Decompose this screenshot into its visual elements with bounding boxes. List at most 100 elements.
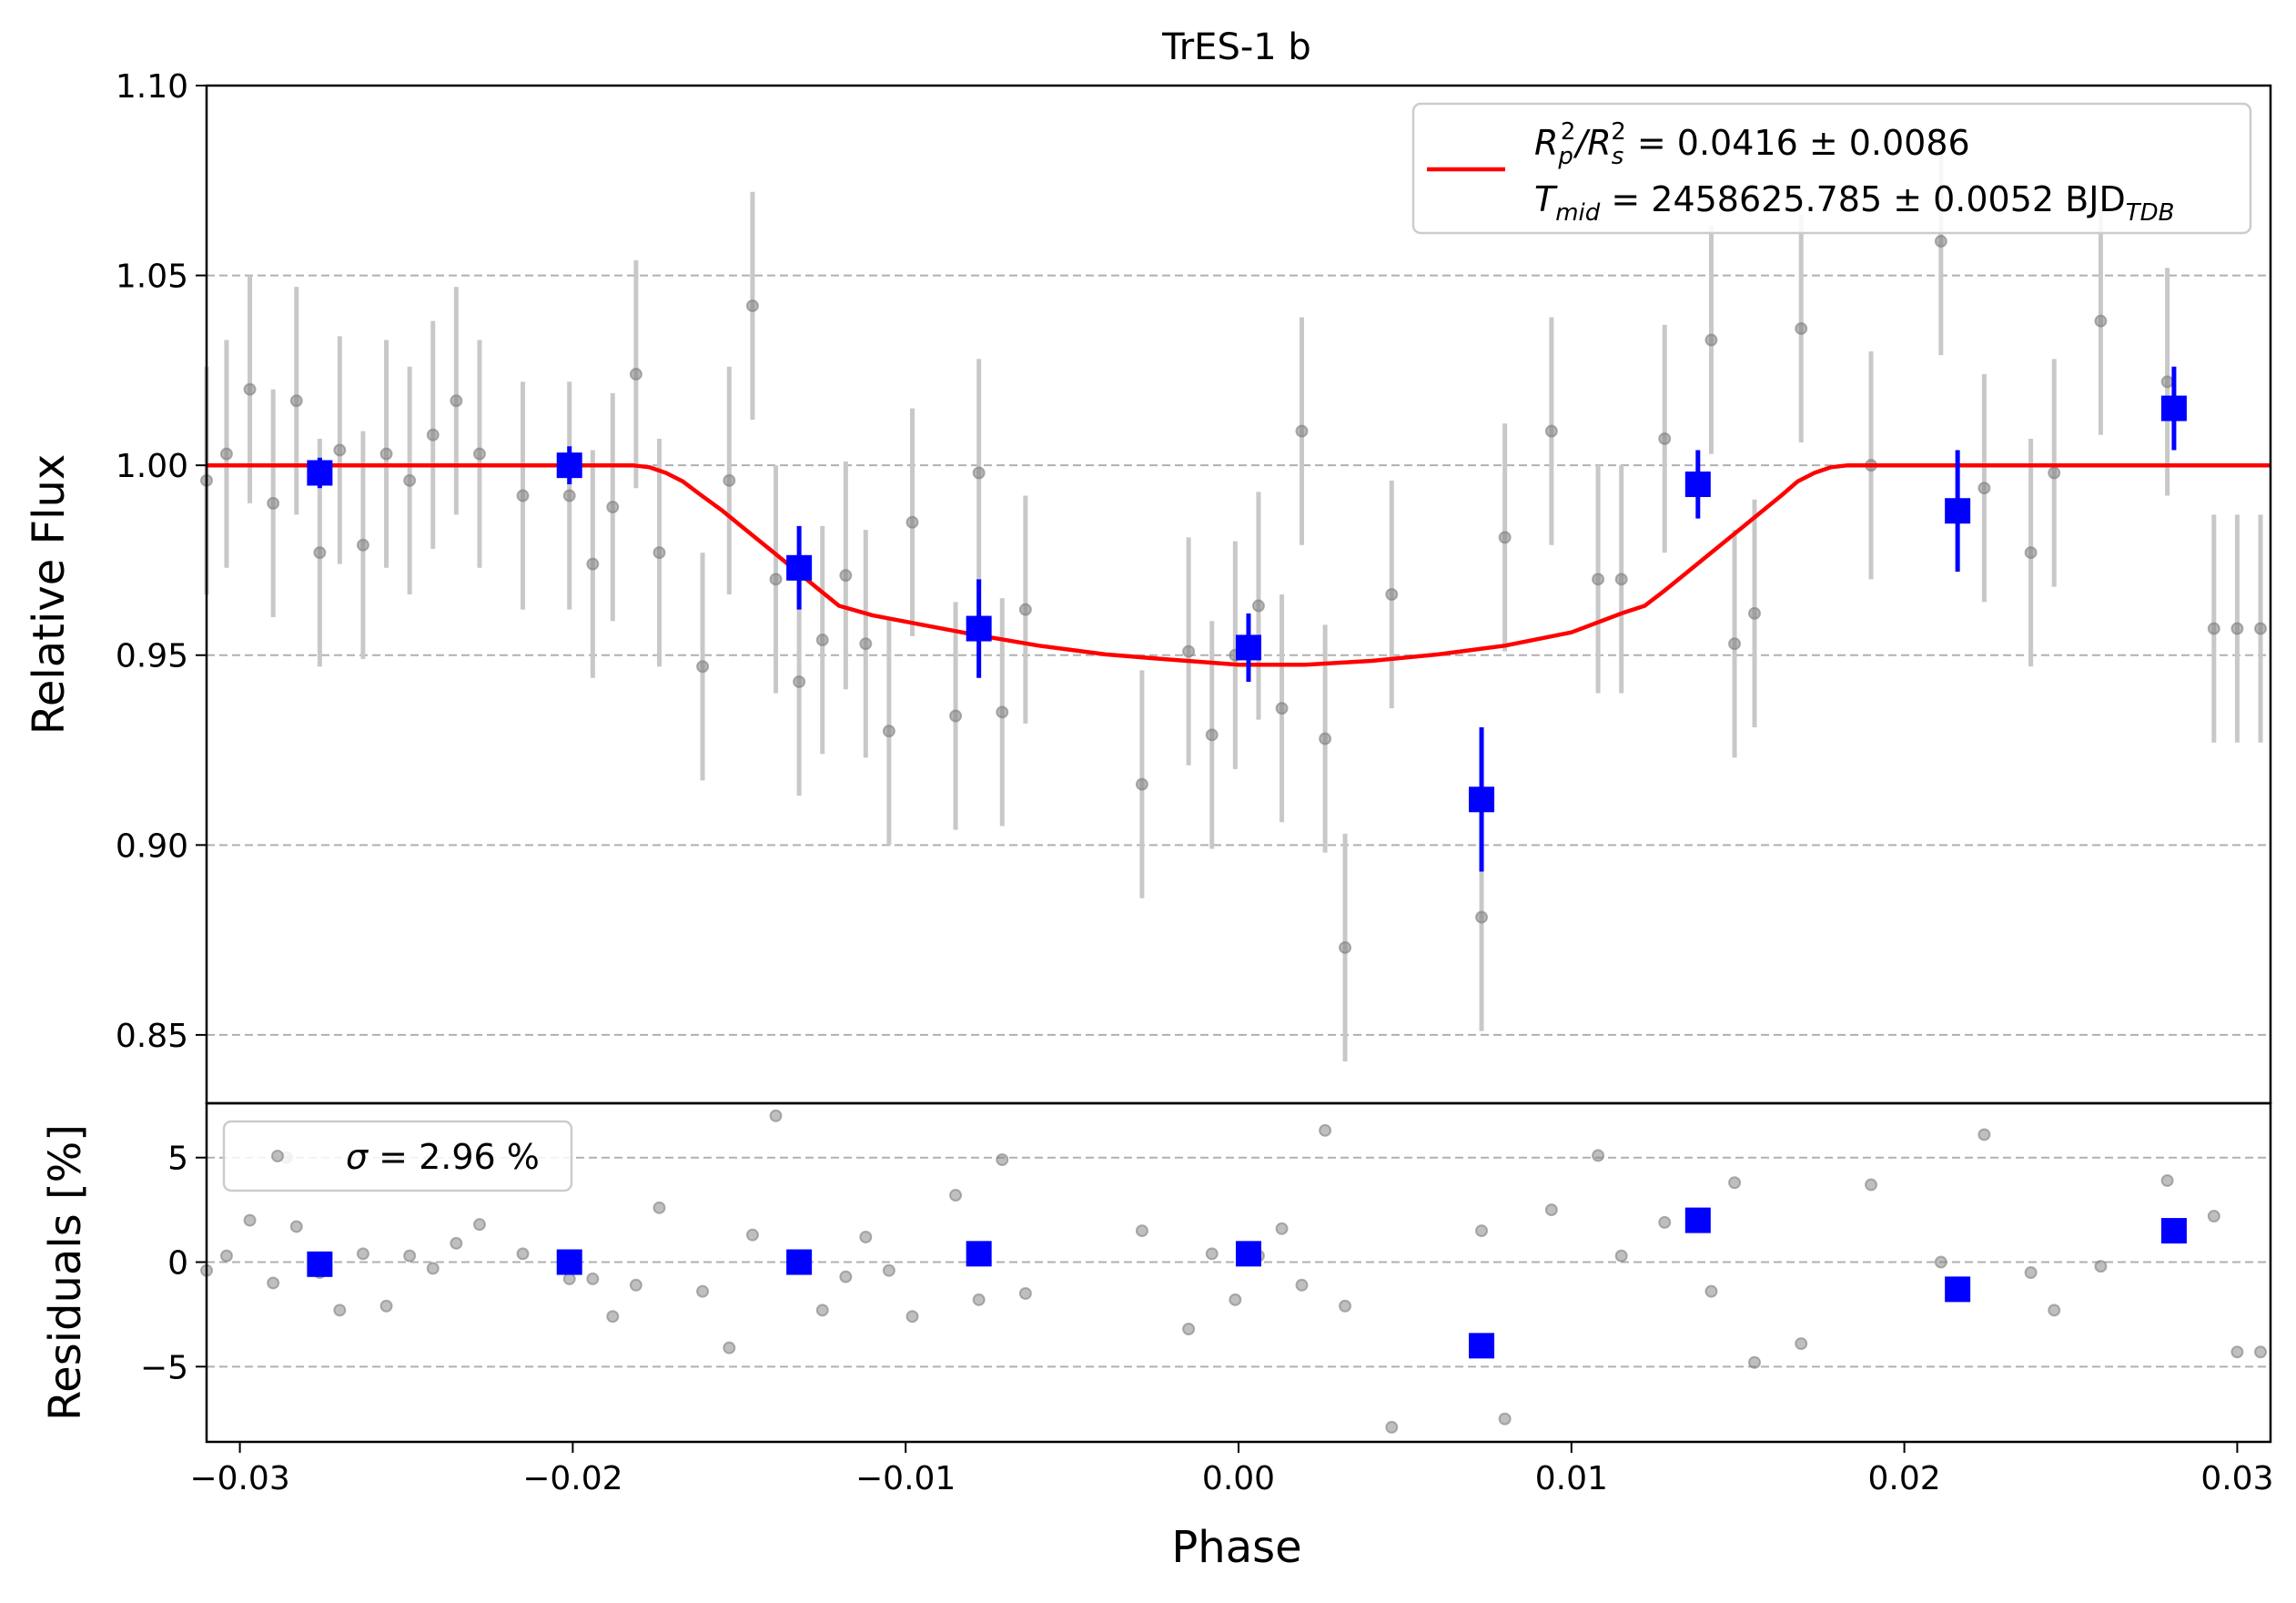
binned-flux-point [2160,395,2187,421]
raw-flux-point [1728,637,1742,651]
top-y-ticks: 0.85 0.90 0.95 1.00 1.05 1.10 [116,68,207,1055]
residual-legend: σ = 2.96 % [222,1120,573,1192]
bottom-y-tick-label: 0 [167,1245,188,1283]
raw-residual-point [1658,1215,1672,1229]
raw-residual-point [2048,1304,2061,1317]
raw-flux-point [1748,606,1761,620]
raw-residual-point [426,1262,440,1275]
residual-legend-marker [271,1150,284,1162]
raw-flux-point [1205,728,1219,742]
raw-residual-point [1205,1247,1219,1261]
bottom-y-tick-label: 5 [167,1141,188,1178]
raw-residual-point [769,1109,783,1122]
raw-residual-point [1135,1224,1148,1238]
binned-flux-point [556,452,582,479]
raw-flux-point [562,489,576,502]
raw-flux-point [1339,940,1352,954]
raw-residual-point [1275,1222,1289,1235]
raw-flux-point [1319,732,1332,746]
top-y-tick-label: 0.95 [116,638,188,675]
raw-residual-point [839,1270,853,1283]
x-tick-label: 0.01 [1535,1460,1608,1497]
raw-residual-point [972,1293,986,1306]
raw-residual-point [1018,1286,1032,1300]
raw-flux-point [2207,622,2220,635]
raw-residual-point [2207,1210,2220,1223]
raw-flux-point [426,428,440,441]
raw-residual-point [289,1220,303,1233]
x-ticks: −0.03 −0.02 −0.01 0.00 0.01 0.02 0.03 [189,1442,2273,1497]
raw-residual-point [882,1263,895,1277]
bottom-y-tick-label: −5 [140,1349,188,1386]
raw-flux-point [1182,644,1196,658]
binned-residual-points [307,1207,2187,1359]
raw-residual-point [1865,1178,1878,1192]
raw-residual-point [629,1278,642,1292]
raw-flux-point [243,382,257,396]
raw-residual-point [723,1341,736,1354]
raw-flux-point [606,501,620,514]
raw-residual-point [1182,1323,1196,1335]
binned-residual-point [1469,1333,1495,1359]
transit-model-curve [207,462,2271,667]
raw-residual-point [1795,1337,1808,1351]
raw-residual-point [745,1228,759,1242]
raw-flux-point [1135,777,1148,791]
raw-flux-point [1614,573,1628,586]
bottom-y-axis-label: Residuals [%] [40,1124,91,1421]
binned-residual-point [786,1249,813,1275]
raw-residual-point [379,1299,393,1313]
raw-flux-point [882,725,895,738]
fit-legend-depth-entry: Rp2/Rs2 = 0.0416 ± 0.0086 [1534,118,1970,170]
raw-flux-point [1704,333,1718,347]
raw-flux-point [859,637,873,651]
raw-residual-point [696,1284,710,1298]
raw-flux-point [949,709,963,723]
raw-residual-point [356,1247,369,1261]
bottom-y-ticks: −5 0 5 [140,1141,207,1386]
raw-residual-point [1748,1355,1761,1369]
raw-flux-point [972,466,986,480]
raw-residual-point [450,1236,463,1250]
raw-flux-point [1018,603,1032,616]
raw-flux-point [2230,622,2244,635]
binned-flux-point [1945,498,1971,524]
raw-flux-point [333,443,347,457]
raw-residual-point [652,1201,666,1214]
raw-flux-point [472,447,486,461]
top-y-tick-label: 0.90 [116,827,188,865]
x-tick-label: 0.00 [1202,1460,1275,1497]
binned-residual-point [1235,1241,1261,1267]
raw-flux-point [313,546,327,560]
raw-residual-point [2024,1266,2038,1279]
residual-legend-box [222,1120,573,1192]
raw-flux-point [793,675,806,688]
raw-flux-points [200,127,2268,1062]
raw-flux-point [996,705,1009,719]
raw-flux-point [905,515,919,529]
binned-flux-points [307,366,2187,872]
residual-legend-label: σ = 2.96 % [346,1137,540,1177]
x-tick-label: 0.03 [2200,1460,2273,1497]
binned-residual-point [1945,1276,1971,1303]
raw-flux-point [1251,599,1265,613]
raw-flux-point [1295,424,1309,438]
raw-residual-point [1977,1128,1991,1141]
raw-flux-point [219,447,233,461]
raw-flux-point [1385,588,1399,601]
raw-residual-point [2160,1173,2174,1187]
x-axis-label: Phase [1171,1522,1301,1573]
raw-residual-point [267,1276,280,1290]
raw-residual-point [1498,1412,1512,1425]
raw-residual-point [219,1249,233,1263]
fit-legend-tmid-entry: Tmid = 2458625.785 ± 0.0052 BJDTDB [1534,179,2174,227]
raw-flux-point [652,546,666,560]
raw-flux-point [769,573,783,586]
raw-residual-point [1339,1299,1352,1313]
raw-flux-point [1475,910,1489,924]
raw-flux-point [1658,431,1672,445]
top-y-tick-label: 1.10 [116,68,188,106]
